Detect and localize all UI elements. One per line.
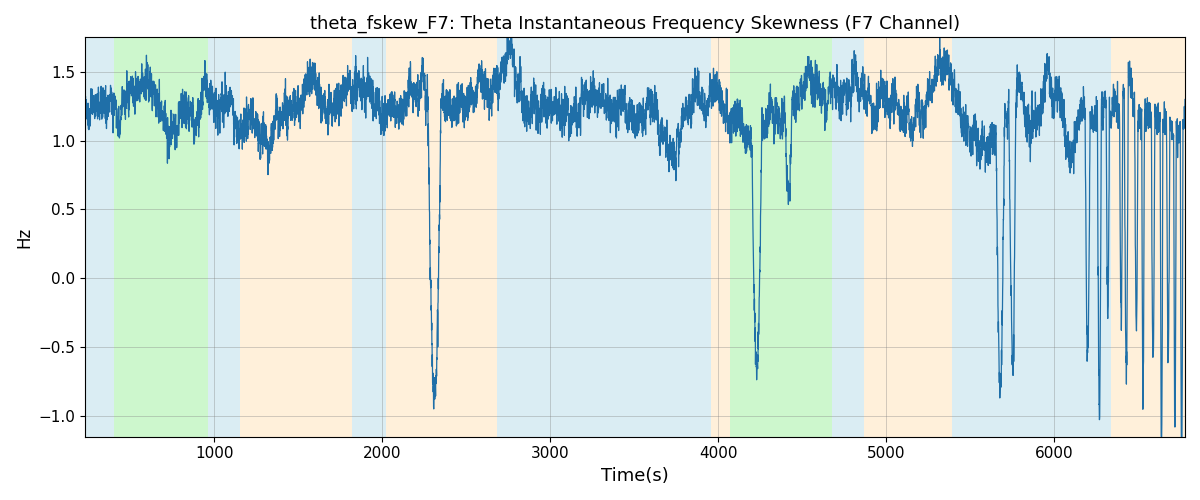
- Bar: [1068, 38, 1111, 436]
- Bar: [240, 38, 352, 436]
- Bar: [85, 38, 114, 436]
- Bar: [208, 38, 240, 436]
- Bar: [730, 38, 833, 436]
- Bar: [352, 38, 385, 436]
- Bar: [497, 38, 712, 436]
- Bar: [1026, 38, 1068, 436]
- Title: theta_fskew_F7: Theta Instantaneous Frequency Skewness (F7 Channel): theta_fskew_F7: Theta Instantaneous Freq…: [310, 15, 960, 34]
- Y-axis label: Hz: Hz: [14, 226, 32, 248]
- Bar: [864, 38, 952, 436]
- Bar: [385, 38, 497, 436]
- Bar: [952, 38, 1026, 436]
- Bar: [833, 38, 864, 436]
- Bar: [114, 38, 208, 436]
- Bar: [712, 38, 730, 436]
- Bar: [1111, 38, 1186, 436]
- X-axis label: Time(s): Time(s): [601, 467, 668, 485]
